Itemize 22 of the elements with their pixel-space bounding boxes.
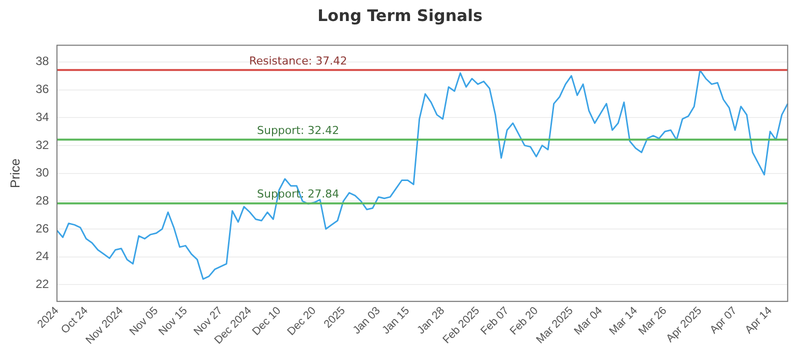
x-tick-label: Dec 10 <box>250 304 284 338</box>
y-tick-label: 26 <box>36 221 50 236</box>
ref-line-label: Resistance: 37.42 <box>249 54 348 68</box>
y-axis-title: Price <box>7 158 22 188</box>
y-tick-label: 24 <box>36 249 50 264</box>
chart-title: Long Term Signals <box>316 6 484 25</box>
x-tick-label: Jan 03 <box>350 304 383 337</box>
y-tick-label: 34 <box>36 110 50 124</box>
y-tick-label: 28 <box>36 193 50 208</box>
x-tick-label: Apr 07 <box>708 304 740 336</box>
x-tick-label: Mar 04 <box>572 304 605 338</box>
y-tick-label: 22 <box>36 276 50 291</box>
x-tick-label: Dec 20 <box>285 304 318 338</box>
y-tick-label: 38 <box>36 54 50 68</box>
y-tick-label: 30 <box>36 166 50 180</box>
x-tick-label: Oct 24 <box>59 304 90 336</box>
y-tick-label: 32 <box>36 138 50 152</box>
y-tick-label: 36 <box>36 82 50 96</box>
x-tick-label: Apr 14 <box>742 304 774 336</box>
x-tick-label: Jan 15 <box>380 304 412 337</box>
x-tick-label: Nov 15 <box>156 304 190 338</box>
ref-line-label: Support: 32.42 <box>256 124 340 137</box>
